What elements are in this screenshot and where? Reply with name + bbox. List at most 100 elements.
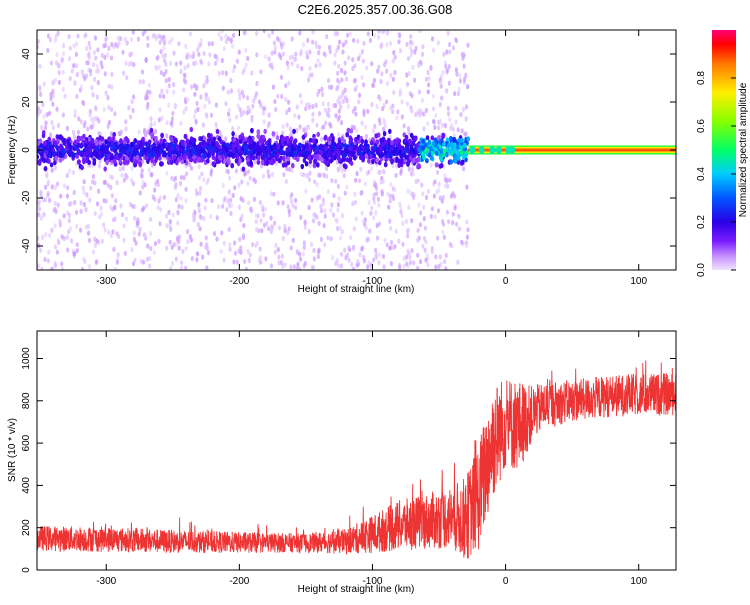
- spectrogram-cell: [37, 201, 41, 207]
- spectrogram-cell: [122, 177, 126, 183]
- spectrogram-cell: [174, 197, 178, 203]
- spectrogram-cell: [70, 68, 74, 74]
- spectrogram-cell: [240, 179, 244, 185]
- colorbar-gradient: [712, 30, 736, 270]
- spectrogram-cell: [210, 146, 214, 153]
- spectrogram-cell: [495, 146, 502, 154]
- spectrogram-cell: [440, 95, 444, 101]
- spectrogram-cell: [416, 252, 420, 258]
- spectrogram-cell: [264, 54, 268, 60]
- colorbar-tick-label: 0.0: [696, 263, 707, 277]
- spectrogram-cell: [448, 241, 452, 247]
- spectrogram-cell: [391, 109, 395, 115]
- spectrogram-cell: [54, 60, 59, 66]
- spectrogram-cell: [192, 143, 197, 149]
- spectrogram-cell: [288, 126, 292, 132]
- spectrogram-cell: [180, 141, 185, 147]
- spectrogram-cell: [317, 111, 322, 117]
- spectrogram-cell: [410, 93, 414, 99]
- spectrogram-cell: [386, 152, 390, 158]
- spectrogram-cell: [41, 102, 45, 108]
- spectrogram-cell: [48, 37, 53, 43]
- spectrogram-cell: [123, 250, 127, 256]
- spectrogram-cell: [339, 104, 343, 110]
- spectrogram-cell: [286, 156, 291, 162]
- spectrogram-cell: [311, 218, 315, 224]
- spectrogram-cell: [407, 166, 411, 172]
- spectrogram-cell: [153, 128, 158, 135]
- spectrogram-cell: [422, 236, 427, 242]
- spectrogram-cell: [276, 143, 281, 149]
- spectrogram-cell: [321, 101, 325, 107]
- spectrogram-cell: [452, 132, 456, 138]
- spectrogram-cell: [157, 198, 161, 204]
- spectrogram-cell: [43, 140, 48, 147]
- spectrogram-cell: [385, 68, 389, 74]
- spectrogram-cell: [253, 159, 257, 165]
- spectrogram-cell: [454, 38, 459, 44]
- spectrogram-cell: [376, 68, 380, 74]
- spectrogram-cell: [295, 104, 299, 110]
- spectrogram-cell: [141, 31, 145, 37]
- spectrogram-cell: [319, 236, 323, 242]
- spectrogram-cell: [460, 159, 465, 165]
- spectrogram-cell: [312, 256, 316, 262]
- spectrogram-cell: [159, 138, 164, 144]
- spectrogram-cell: [39, 91, 43, 97]
- spectrogram-cell: [165, 245, 169, 251]
- spectrogram-cell: [274, 242, 278, 248]
- spectrogram-cell: [386, 191, 390, 197]
- spectrogram-cell: [167, 156, 171, 162]
- spectrogram-cell: [255, 80, 259, 87]
- spectrogram-cell: [240, 213, 244, 219]
- spectrogram-cell: [204, 95, 208, 102]
- spectrogram-cell: [188, 234, 192, 240]
- spectrogram-cell: [141, 259, 146, 265]
- spectrogram-cell: [409, 39, 413, 45]
- spectrogram-cell: [199, 59, 203, 65]
- spectrogram-cell: [478, 146, 485, 154]
- spectrogram-cell: [165, 88, 169, 94]
- spectrogram-cell: [282, 41, 286, 47]
- spectrogram-cell: [350, 150, 354, 156]
- spectrogram-cell: [88, 112, 92, 118]
- spectrogram-cell: [280, 44, 284, 50]
- spectrogram-cell: [104, 139, 108, 145]
- spectrogram-cell: [220, 57, 224, 64]
- spectrogram-cell: [389, 40, 393, 46]
- spectrogram-cell: [198, 214, 202, 220]
- spectrogram-cell: [157, 144, 162, 150]
- snr-x-tick-label: -200: [229, 576, 249, 587]
- spectrogram-cell: [87, 51, 91, 57]
- spectrogram-cell: [176, 145, 180, 151]
- spectrogram-cell: [323, 107, 327, 113]
- spectrogram-cell: [389, 72, 393, 78]
- spectrogram-cell: [461, 55, 465, 61]
- spectrogram-cell: [156, 54, 160, 61]
- spectrogram-cell: [356, 146, 361, 152]
- spectrogram-cell: [184, 265, 188, 270]
- spectrogram-cell: [242, 222, 246, 229]
- spectrogram-cell: [302, 172, 306, 178]
- spectrogram-cell: [115, 154, 119, 160]
- spectrogram-cell: [229, 77, 233, 84]
- spectrogram-cell: [214, 102, 218, 108]
- spectrogram-cell: [406, 126, 411, 132]
- spectrogram-cell: [157, 117, 161, 123]
- spectrogram-cell: [337, 95, 342, 101]
- spectrogram-cell: [457, 86, 461, 92]
- spectrogram-cell: [253, 94, 257, 101]
- spectrogram-cell: [246, 55, 250, 62]
- spectrogram-cell: [258, 146, 262, 152]
- spectrogram-cell: [217, 204, 221, 210]
- spectrogram-cell: [238, 158, 242, 164]
- spectrogram-cell: [136, 36, 140, 42]
- spectrogram-cell: [189, 84, 194, 90]
- spectrogram-cell: [445, 152, 449, 158]
- spectrogram-cell: [43, 166, 48, 172]
- spectrogram-cell: [229, 37, 233, 43]
- spectrogram-cell: [464, 72, 468, 78]
- spectrogram-cell: [75, 248, 79, 254]
- spectrogram-cell: [257, 99, 262, 105]
- spectrogram-cell: [206, 177, 210, 183]
